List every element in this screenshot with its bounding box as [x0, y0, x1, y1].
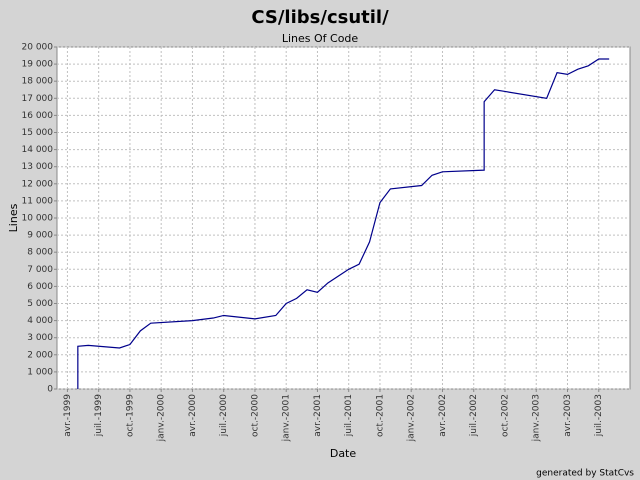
- x-tick-label: oct.-2002: [500, 394, 510, 437]
- footer: generated by StatCvs: [536, 469, 634, 479]
- y-tick-label: 1 000: [27, 367, 53, 377]
- x-tick-label: juil.-2001: [344, 394, 354, 437]
- y-tick-label: 19 000: [22, 60, 54, 70]
- x-tick-label: oct.-1999: [125, 394, 135, 437]
- x-axis-label: Date: [330, 447, 357, 460]
- data-line: [77, 58, 610, 389]
- x-tick-label: oct.-2000: [250, 394, 260, 437]
- y-tick-label: 4 000: [27, 316, 53, 326]
- x-tick-label: juil.-1999: [94, 394, 104, 437]
- y-tick-label: 16 000: [22, 111, 54, 121]
- chart-subtitle: Lines Of Code: [282, 32, 359, 45]
- y-tick-label: 8 000: [27, 248, 53, 258]
- x-tick-label: avr.-2001: [313, 394, 323, 437]
- x-tick-label: juil.-2002: [469, 394, 479, 437]
- x-tick-label: avr.-1999: [63, 394, 73, 437]
- y-tick-label: 0: [47, 385, 53, 395]
- y-tick-label: 17 000: [22, 94, 54, 104]
- y-tick-label: 14 000: [22, 145, 54, 155]
- y-tick-label: 6 000: [27, 282, 53, 292]
- y-tick-label: 7 000: [27, 265, 53, 275]
- y-tick-label: 12 000: [22, 179, 54, 189]
- y-tick-label: 2 000: [27, 350, 53, 360]
- y-tick-label: 13 000: [22, 162, 54, 172]
- x-tick-label: avr.-2000: [188, 394, 198, 437]
- y-tick-label: 15 000: [22, 128, 54, 138]
- y-tick-label: 3 000: [27, 333, 53, 343]
- x-tick-label: avr.-2002: [438, 394, 448, 437]
- y-tick-label: 5 000: [27, 299, 53, 309]
- x-tick-label: janv.-2000: [157, 394, 167, 443]
- y-tick-label: 9 000: [27, 231, 53, 241]
- y-tick-label: 20 000: [22, 43, 54, 53]
- chart-title: CS/libs/csutil/: [251, 7, 389, 28]
- x-tick-label: juil.-2003: [594, 394, 604, 437]
- y-tick-label: 18 000: [22, 77, 54, 87]
- x-tick-label: avr.-2003: [563, 394, 573, 437]
- x-tick-label: janv.-2001: [282, 394, 292, 442]
- x-tick-label: janv.-2002: [407, 394, 417, 442]
- y-axis-label: Lines: [7, 203, 20, 232]
- y-tick-label: 11 000: [22, 196, 54, 206]
- y-tick-label: 10 000: [22, 214, 54, 224]
- x-tick-label: janv.-2003: [532, 394, 542, 442]
- x-tick-label: juil.-2000: [219, 394, 229, 437]
- x-tick-label: oct.-2001: [375, 394, 385, 437]
